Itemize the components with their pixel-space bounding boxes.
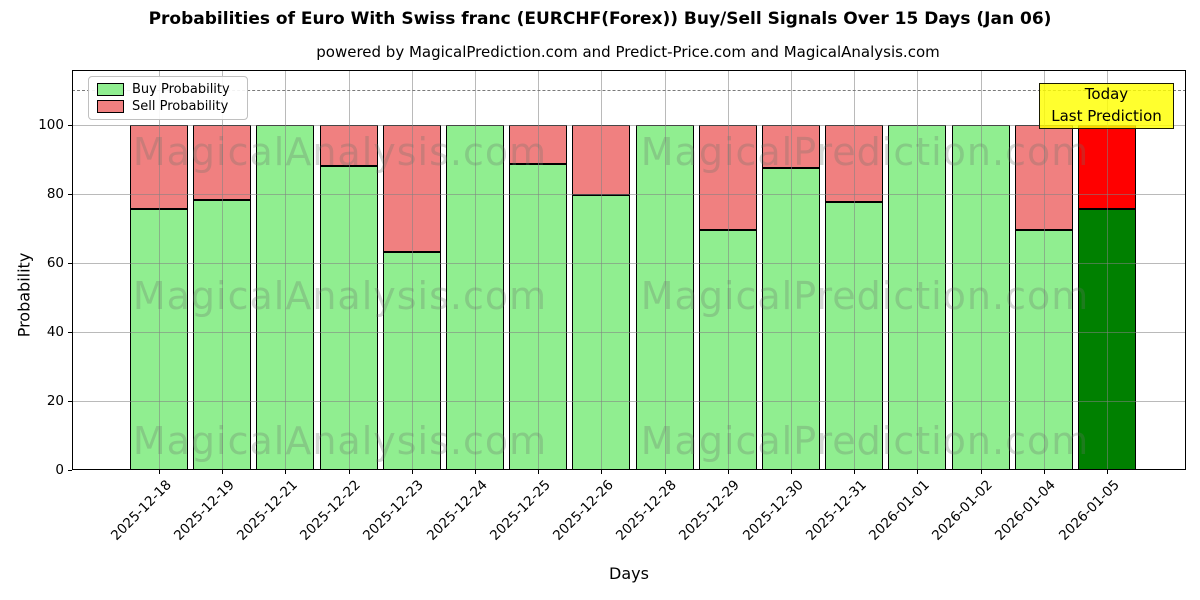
vertical-gridline: [348, 70, 350, 470]
x-tick-label-text: 2026-01-04: [992, 477, 1060, 544]
sell-swatch-icon: [97, 100, 124, 114]
horizontal-gridline: [72, 331, 1186, 333]
vertical-gridline: [538, 70, 540, 470]
x-tick-label-text: 2025-12-28: [613, 477, 680, 544]
y-tick-mark: [68, 124, 72, 126]
y-tick-mark: [68, 331, 72, 333]
chart-title: Probabilities of Euro With Swiss franc (…: [148, 9, 1052, 29]
vertical-gridline: [980, 70, 982, 470]
vertical-gridline: [917, 70, 919, 470]
x-tick-mark: [1043, 470, 1045, 474]
legend-label-sell: Sell Probability: [132, 99, 229, 115]
dashed-threshold-line: [72, 90, 1186, 91]
y-tick-label: 60: [46, 254, 64, 271]
chart-subtitle: powered by MagicalPrediction.com and Pre…: [316, 43, 940, 61]
x-tick-mark: [538, 470, 540, 474]
y-tick-label: 80: [46, 185, 64, 202]
x-tick-mark: [791, 470, 792, 474]
y-tick-mark: [68, 400, 72, 402]
x-tick-mark: [854, 470, 856, 474]
x-tick-label-text: 2025-12-30: [739, 477, 807, 544]
x-tick-label-text: 2025-12-22: [297, 477, 364, 544]
vertical-gridline: [159, 70, 160, 470]
x-tick-mark: [1107, 470, 1108, 474]
vertical-gridline: [791, 70, 792, 470]
x-tick-mark: [475, 470, 476, 474]
x-tick-label-text: 2025-12-24: [423, 477, 491, 544]
x-tick-label-text: 2025-12-19: [170, 477, 238, 544]
x-tick-mark: [601, 470, 603, 474]
y-tick-label: 40: [46, 323, 64, 340]
x-tick-mark: [285, 470, 287, 474]
vertical-gridline: [411, 70, 413, 470]
vertical-gridline: [285, 70, 287, 470]
horizontal-gridline: [72, 193, 1186, 195]
x-tick-mark: [348, 470, 350, 474]
x-tick-mark: [159, 470, 160, 474]
x-tick-mark: [917, 470, 919, 474]
y-tick-label: 100: [38, 116, 64, 133]
y-tick-mark: [68, 262, 72, 264]
today-annotation-line1: Today: [1084, 85, 1129, 104]
vertical-gridline: [727, 70, 729, 470]
x-tick-label-text: 2025-12-29: [676, 477, 744, 544]
y-tick-label: 0: [55, 461, 64, 478]
x-tick-mark: [411, 470, 413, 474]
vertical-gridline: [601, 70, 603, 470]
x-tick-label-text: 2025-12-21: [233, 477, 301, 544]
vertical-gridline: [222, 70, 224, 470]
vertical-gridline: [854, 70, 856, 470]
x-tick-mark: [222, 470, 224, 474]
today-annotation-line2: Last Prediction: [1051, 107, 1162, 125]
x-tick-label-text: 2025-12-26: [549, 477, 617, 544]
y-tick-mark: [68, 469, 72, 471]
x-tick-mark: [727, 470, 729, 474]
legend: Buy Probability Sell Probability: [88, 76, 248, 120]
vertical-gridline: [664, 70, 666, 470]
y-tick-label: 20: [46, 392, 64, 409]
legend-item-sell: Sell Probability: [97, 99, 239, 114]
legend-label-buy: Buy Probability: [132, 81, 230, 97]
horizontal-gridline: [72, 400, 1186, 402]
x-tick-label-text: 2026-01-02: [929, 477, 996, 544]
x-tick-label-text: 2025-12-23: [360, 477, 428, 544]
vertical-gridline: [475, 70, 476, 470]
x-tick-label-text: 2026-01-05: [1055, 477, 1123, 544]
today-annotation: Today Last Prediction: [1039, 83, 1174, 129]
legend-item-buy: Buy Probability: [97, 82, 239, 97]
x-tick-mark: [980, 470, 982, 474]
x-tick-label-text: 2025-12-18: [107, 477, 175, 544]
vertical-gridline: [1107, 70, 1108, 470]
x-tick-label-text: 2026-01-01: [865, 477, 933, 544]
x-tick-mark: [664, 470, 666, 474]
x-tick-label-text: 2025-12-31: [802, 477, 870, 544]
y-tick-mark: [68, 193, 72, 195]
x-tick-label-text: 2025-12-25: [486, 477, 554, 544]
x-axis-label: Days: [609, 564, 649, 583]
horizontal-gridline: [72, 124, 1186, 126]
vertical-gridline: [1043, 70, 1045, 470]
horizontal-gridline: [72, 262, 1186, 264]
y-axis-label: Probability: [14, 252, 34, 338]
buy-swatch-icon: [97, 82, 124, 96]
